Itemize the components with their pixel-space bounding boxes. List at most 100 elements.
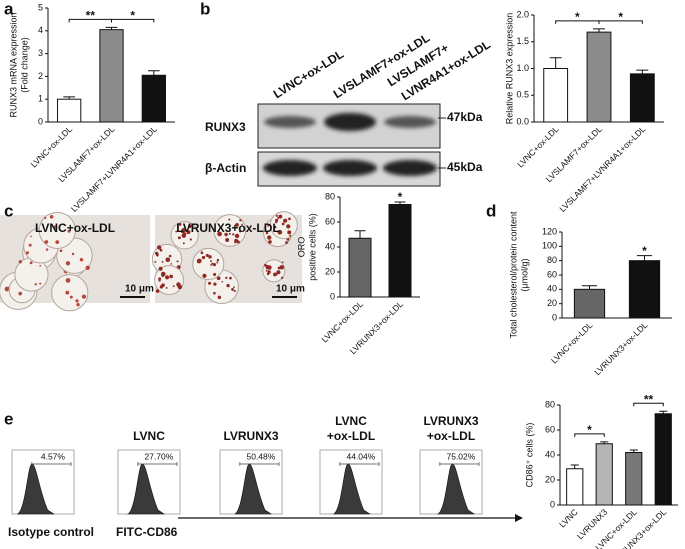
flow-gate bbox=[239, 462, 280, 466]
y-tick-label: 20 bbox=[545, 474, 555, 484]
lipid-droplet bbox=[273, 272, 277, 277]
error-bar bbox=[659, 410, 668, 414]
lipid-droplet bbox=[288, 217, 291, 221]
lipid-droplet bbox=[161, 283, 165, 287]
y-tick-label: 0.0 bbox=[516, 116, 529, 126]
lipid-droplet bbox=[221, 280, 224, 283]
lipid-droplet bbox=[216, 258, 220, 262]
error-bar bbox=[105, 26, 118, 30]
micrograph-label: LVRUNX3+ox-LDL bbox=[176, 221, 279, 235]
lipid-droplet bbox=[201, 255, 206, 260]
lipid-droplet bbox=[155, 251, 159, 255]
y-tick-label: 40 bbox=[547, 284, 557, 294]
lipid-droplet bbox=[169, 274, 173, 279]
lipid-droplet bbox=[267, 235, 272, 240]
y-axis-label: positive cells (%) bbox=[307, 213, 317, 281]
lipid-droplet bbox=[25, 251, 29, 255]
y-tick-label: 40 bbox=[545, 449, 555, 459]
significance-label: ** bbox=[644, 392, 654, 406]
flow-header: +ox-LDL bbox=[327, 429, 375, 443]
flow-gate bbox=[137, 462, 178, 466]
lipid-droplet bbox=[211, 262, 214, 265]
lipid-droplet bbox=[229, 276, 232, 280]
lipid-droplet bbox=[212, 262, 216, 267]
y-tick-label: 4 bbox=[38, 25, 43, 35]
lipid-droplet bbox=[208, 255, 212, 259]
lipid-droplet bbox=[175, 230, 178, 233]
error-bar bbox=[63, 96, 75, 100]
lipid-droplet bbox=[176, 282, 181, 287]
flow-label: FITC-CD86 bbox=[116, 525, 178, 539]
x-tick-label: LVNC+ox-LDL bbox=[29, 124, 75, 170]
lipid-droplet bbox=[177, 236, 181, 240]
lipid-droplet bbox=[69, 295, 73, 299]
lipid-droplet bbox=[279, 265, 285, 270]
bar bbox=[654, 413, 672, 506]
bar bbox=[586, 31, 612, 123]
lipid-droplet bbox=[65, 290, 70, 295]
lipid-droplet bbox=[181, 227, 186, 232]
y-tick-label: 20 bbox=[325, 266, 335, 276]
y-axis-label: Relative RUNX3 expression bbox=[504, 13, 514, 125]
lipid-droplet bbox=[182, 242, 185, 245]
lipid-droplet bbox=[161, 260, 164, 263]
lipid-droplet bbox=[44, 240, 49, 244]
micrograph-cells bbox=[0, 211, 298, 312]
lipid-droplet bbox=[265, 231, 269, 235]
lipid-droplet bbox=[216, 261, 219, 264]
x-tick-label: LVSLAMF7+LVNR4A1+ox-LDL bbox=[557, 124, 647, 214]
error-bar bbox=[581, 285, 598, 290]
y-tick-label: 60 bbox=[547, 269, 557, 279]
significance-bracket bbox=[633, 402, 664, 407]
lipid-droplet bbox=[182, 232, 187, 236]
lipid-droplet bbox=[210, 264, 213, 266]
y-axis-label: (Fold change) bbox=[19, 37, 29, 93]
lipid-droplet bbox=[85, 265, 90, 270]
flow-header: +ox-LDL bbox=[427, 429, 475, 443]
lipid-droplet bbox=[202, 273, 207, 278]
bar bbox=[543, 68, 569, 123]
x-tick-label: LVRUNX3+ox-LDL bbox=[592, 320, 649, 377]
lipid-droplet bbox=[76, 303, 80, 307]
y-axis-label: ORO bbox=[296, 237, 306, 258]
lipid-droplet bbox=[53, 225, 58, 229]
flow-header: LVRUNX3 bbox=[423, 414, 478, 428]
lipid-droplet bbox=[39, 264, 42, 267]
lipid-droplet bbox=[273, 225, 277, 229]
flow-header: LVNC bbox=[335, 414, 367, 428]
significance-bracket bbox=[574, 433, 605, 437]
lipid-droplet bbox=[59, 249, 63, 253]
cell bbox=[262, 259, 286, 283]
y-axis-label: Total cholesterol/protein content bbox=[508, 211, 518, 339]
lipid-droplet bbox=[55, 240, 60, 245]
significance-label: * bbox=[130, 9, 135, 23]
cell bbox=[51, 274, 89, 312]
y-axis-label: RUNX3 mRNA expression bbox=[8, 12, 18, 117]
lipid-droplet bbox=[228, 218, 231, 221]
flow-gate bbox=[31, 462, 72, 466]
blot-bands bbox=[263, 113, 437, 176]
lipid-droplet bbox=[234, 241, 236, 244]
scale-bar bbox=[272, 296, 297, 298]
lipid-droplet bbox=[217, 295, 222, 300]
y-tick-label: 0 bbox=[552, 312, 557, 322]
blot-marker: 45kDa bbox=[447, 160, 483, 174]
lipid-droplet bbox=[277, 266, 281, 270]
lipid-droplet bbox=[281, 261, 284, 264]
lipid-droplet bbox=[18, 260, 23, 264]
blot-marker: 47kDa bbox=[447, 110, 483, 124]
scale-bar-label: 10 μm bbox=[125, 284, 154, 295]
lipid-droplet bbox=[233, 289, 236, 293]
lipid-droplet bbox=[176, 260, 179, 263]
significance-label: * bbox=[618, 10, 623, 24]
error-bar bbox=[570, 464, 579, 469]
lipid-droplet bbox=[275, 273, 278, 276]
lipid-droplet bbox=[283, 218, 288, 223]
lipid-droplet bbox=[239, 219, 242, 222]
lipid-droplet bbox=[208, 281, 212, 285]
y-tick-label: 5 bbox=[38, 2, 43, 12]
lipid-droplet bbox=[178, 222, 182, 226]
bar bbox=[141, 74, 166, 123]
lipid-droplet bbox=[65, 278, 71, 283]
lipid-droplet bbox=[165, 286, 168, 289]
